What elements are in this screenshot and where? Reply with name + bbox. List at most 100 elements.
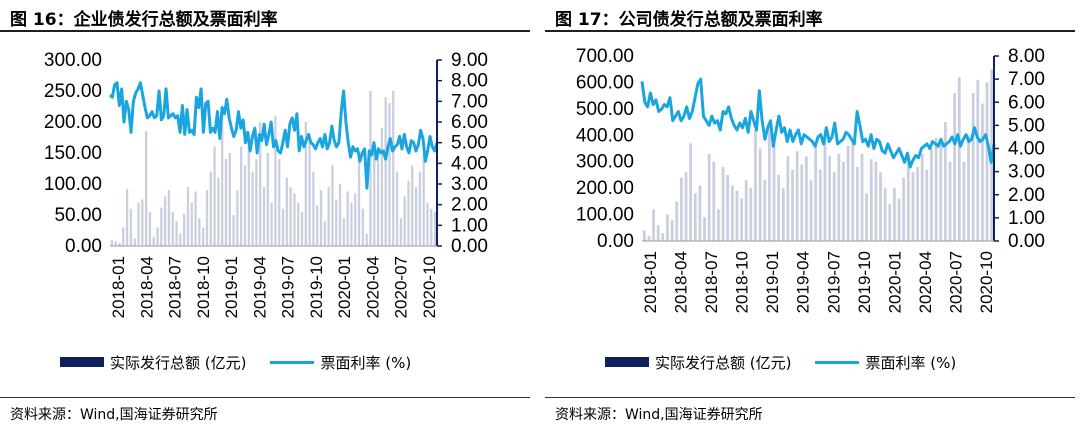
bar-mark (262, 187, 266, 246)
bar-mark (661, 233, 665, 241)
bar-mark (967, 135, 970, 241)
bar-mark (777, 174, 781, 241)
left-tick-label: 600.00 (576, 72, 634, 93)
chart-panel-corporate-bonds: 图 17：公司债发行总额及票面利率 0.00 100.00 200.00 300.00… (545, 0, 1080, 437)
bar-mark (114, 241, 117, 246)
bar-mark (800, 164, 804, 241)
bar-mark (883, 188, 887, 241)
bar-mark (717, 209, 720, 241)
bar-mark (281, 208, 285, 246)
bar-mark (418, 171, 422, 246)
bar-mark (426, 202, 429, 246)
x-tick-label: 2018-01 (109, 256, 128, 318)
bar-mark (832, 172, 836, 241)
bar-mark (221, 115, 224, 246)
right-tick-label: 9.00 (451, 50, 488, 71)
source-note: 资料来源：Wind,国海证券研究所 (555, 407, 763, 423)
x-tick-label: 2018-07 (702, 251, 721, 313)
bar-mark (869, 159, 873, 241)
bar-mark (129, 208, 133, 246)
bar-mark (888, 204, 892, 241)
bar-mark (118, 242, 121, 246)
chart-legend: 实际发行总额 (亿元) 票面利率 (%) (605, 350, 956, 374)
bar-mark (243, 165, 247, 246)
bar-mark (293, 193, 296, 246)
bar-mark (319, 190, 323, 246)
bar-mark (247, 143, 250, 246)
right-tick-label: 0.00 (451, 236, 488, 257)
bar-mark (744, 180, 748, 241)
bar-mark (666, 214, 669, 241)
right-tick-label: 0.00 (1008, 231, 1045, 252)
bar-mark (414, 187, 418, 246)
bar-mark (323, 221, 326, 246)
right-tick-label: 6.00 (1008, 92, 1045, 113)
bar-mark (842, 161, 845, 241)
bar-mark (270, 202, 273, 246)
bar-mark (278, 159, 281, 246)
left-tick-label: 0.00 (65, 236, 102, 257)
bar-mark (902, 177, 906, 241)
x-tick-label: 2019-07 (824, 251, 843, 313)
bar-mark (920, 153, 924, 241)
right-tick-label: 5.00 (1008, 115, 1045, 136)
x-tick-label: 2018-04 (672, 251, 691, 313)
right-tick-label: 4.00 (451, 153, 488, 174)
x-tick-label: 2020-07 (946, 251, 965, 313)
bar-mark (939, 140, 943, 241)
bar-mark (735, 190, 739, 241)
bar-mark (925, 169, 929, 241)
bar-mark (361, 208, 364, 246)
bar-mark (380, 128, 384, 246)
bar-mark (392, 91, 395, 246)
bar-mark (346, 191, 349, 246)
right-tick-label: 8.00 (451, 71, 488, 92)
source-divider (0, 397, 530, 398)
bar-mark (953, 93, 957, 241)
bar-mark (160, 207, 163, 246)
x-tick-label: 2018-01 (641, 251, 660, 313)
chart-title: 图 16：企业债发行总额及票面利率 (10, 10, 278, 30)
bar-mark (236, 190, 239, 246)
bar-mark (186, 187, 190, 246)
bar-mark (338, 184, 342, 246)
bar-mark (384, 97, 387, 246)
left-tick-label: 300.00 (576, 152, 634, 173)
bar-mark (767, 124, 771, 241)
bar-mark (224, 159, 228, 246)
legend-line-swatch (815, 360, 860, 364)
right-tick-label: 7.00 (451, 91, 488, 112)
bar-mark (289, 187, 292, 246)
chart-panel-enterprise-bonds: 图 16：企业债发行总额及票面利率 0.00 50.00 100.00 150.00 2… (0, 0, 535, 437)
bar-mark (805, 156, 808, 241)
x-tick-label: 2020-04 (363, 256, 382, 318)
bar-mark (930, 148, 933, 241)
bar-mark (981, 103, 984, 241)
bar-mark (308, 140, 311, 246)
right-tick-label: 8.00 (1008, 46, 1045, 67)
left-tick-label: 50.00 (54, 205, 102, 226)
bar-mark (823, 130, 827, 241)
right-tick-label: 2.00 (451, 195, 488, 216)
right-tick-label: 7.00 (1008, 69, 1045, 90)
x-tick-label: 2020-01 (885, 251, 904, 313)
bar-mark (228, 153, 231, 246)
bar-mark (684, 172, 688, 241)
bar-mark (865, 193, 869, 241)
bar-mark (962, 161, 966, 241)
bar-mark (285, 177, 288, 246)
bar-mark (721, 167, 725, 241)
bar-mark (642, 230, 646, 241)
x-tick-label: 2018-07 (166, 256, 185, 318)
bar-mark (240, 146, 243, 246)
bar-mark (274, 115, 277, 246)
bar-mark (312, 171, 315, 246)
bar-mark (698, 185, 702, 241)
bar-mark (772, 140, 776, 241)
x-tick-label: 2020-10 (420, 256, 439, 318)
right-tick-label: 2.00 (1008, 185, 1045, 206)
x-tick-label: 2020-07 (392, 256, 411, 318)
bar-mark (327, 187, 330, 246)
bar-mark (316, 205, 319, 246)
rate-line (640, 77, 996, 169)
